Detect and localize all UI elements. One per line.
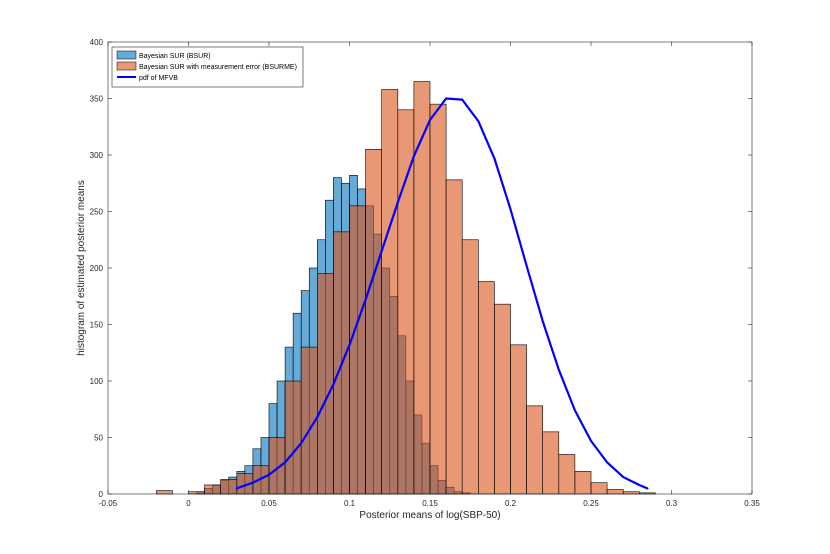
legend-swatch-bsur (116, 50, 137, 60)
axes: -0.05 0 0.05 0.1 0.15 0.2 0.25 0.3 0.35050100150… (90, 38, 761, 508)
legend-label-bsur: Bayesian SUR (BSUR) (139, 53, 211, 60)
bar-bsurme-27 (590, 482, 608, 495)
y-tick-label: 0 (99, 490, 104, 499)
x-tick-label: 0.35 (744, 499, 760, 508)
x-tick-label: 0 (186, 499, 191, 508)
bar-bsurme-13 (365, 149, 383, 495)
bar-bsurme-16 (413, 81, 431, 495)
legend-box (111, 46, 304, 88)
y-tick-label: 300 (90, 151, 104, 160)
y-tick-label: 200 (90, 264, 104, 273)
y-tick-label: 100 (90, 377, 104, 386)
x-tick-label: 0.15 (422, 499, 438, 508)
bar-bsurme-3 (204, 484, 222, 495)
x-tick-label: 0.3 (666, 499, 678, 508)
bar-bsurme-0 (156, 490, 173, 495)
x-tick-label: 0.2 (505, 499, 517, 508)
x-tick-label: 0.05 (261, 499, 277, 508)
y-tick-label: 350 (90, 95, 104, 104)
bar-bsurme-23 (526, 405, 543, 495)
bar-bsurme-29 (622, 491, 640, 495)
bar-bsurme-17 (429, 103, 447, 495)
x-tick-label: 0.25 (583, 499, 599, 508)
bar-bsurme-20 (477, 281, 495, 495)
y-tick-label: 250 (90, 208, 104, 217)
histogram-bars (156, 81, 656, 495)
pdf-curve-group (235, 97, 649, 490)
legend: Bayesian SUR (BSUR) Bayesian SUR with me… (111, 46, 304, 88)
x-tick-label: -0.05 (99, 499, 118, 508)
legend-label-bsurme: Bayesian SUR with measurement error (BSU… (139, 64, 297, 71)
bar-bsurme-10 (316, 273, 334, 495)
bar-bsurme-14 (381, 89, 399, 495)
x-tick-label: 0.1 (344, 499, 356, 508)
bar-bsurme-28 (606, 489, 624, 495)
bar-bsurme-19 (461, 239, 479, 495)
bar-bsurme-12 (349, 205, 366, 495)
pdf-mfvb-line (235, 97, 649, 490)
bar-bsurme-2 (188, 491, 205, 495)
y-tick-label: 150 (90, 321, 104, 330)
bar-bsurme-21 (494, 303, 511, 495)
bar-bsurme-7 (268, 437, 286, 495)
y-tick-label: 50 (94, 434, 103, 443)
bar-bsurme-18 (445, 179, 463, 495)
bar-bsurme-24 (542, 431, 560, 495)
legend-swatch-bsurme (116, 61, 137, 71)
x-axis-label: Posterior means of log(SBP-50) (359, 510, 500, 521)
bar-bsurme-8 (284, 380, 302, 495)
bar-bsurme-22 (510, 344, 527, 495)
y-axis-label: histogram of estimated posterior means (76, 180, 87, 356)
legend-label-mfvb: pdf of MFVB (139, 75, 178, 82)
y-tick-label: 400 (90, 38, 104, 47)
bar-bsurme-4 (220, 479, 238, 495)
bar-bsurme-15 (397, 109, 415, 495)
bar-bsurme-26 (574, 471, 592, 495)
bar-bsurme-25 (558, 454, 576, 495)
